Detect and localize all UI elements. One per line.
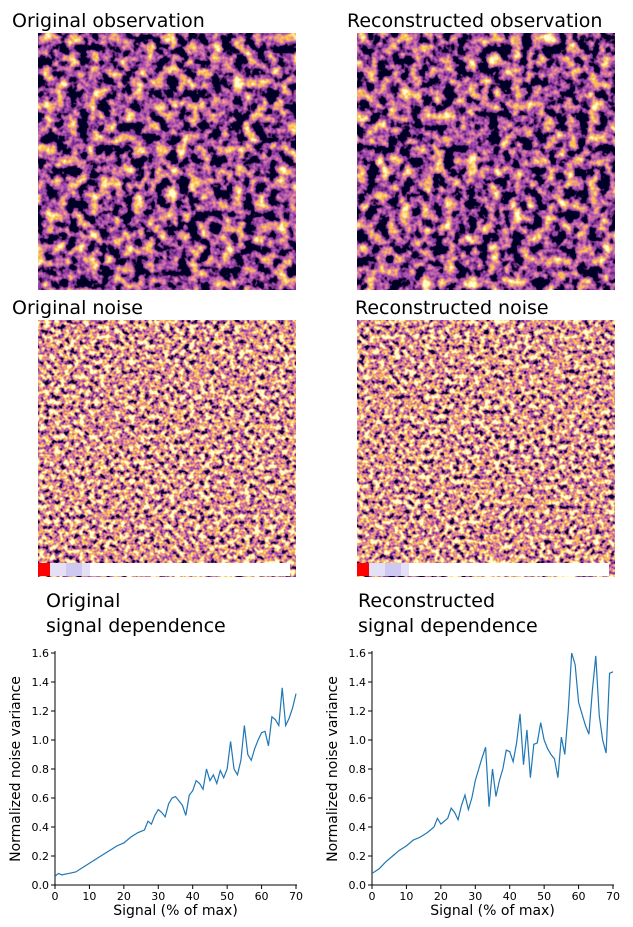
chart-title: signal dependence <box>358 615 538 637</box>
y-tick-label: 1.2 <box>32 705 50 718</box>
data-line <box>55 687 297 877</box>
y-tick-label: 0.2 <box>349 850 367 863</box>
observation-image <box>357 33 615 290</box>
y-tick-label: 0.4 <box>349 821 367 834</box>
y-tick-label: 0.8 <box>32 763 50 776</box>
x-tick-label: 20 <box>434 890 448 903</box>
chart-title: Reconstructed <box>358 590 495 612</box>
x-tick-label: 30 <box>468 890 482 903</box>
x-axis-label: Signal (% of max) <box>430 903 555 919</box>
x-tick-label: 70 <box>289 890 303 903</box>
image-title: Reconstructed noise <box>355 297 549 319</box>
x-tick-label: 50 <box>220 890 234 903</box>
x-tick-label: 60 <box>255 890 269 903</box>
x-tick-label: 0 <box>52 890 59 903</box>
x-tick-label: 60 <box>572 890 586 903</box>
x-tick-label: 70 <box>606 890 620 903</box>
x-tick-label: 50 <box>537 890 551 903</box>
image-title: Original observation <box>12 10 205 32</box>
chart-title: signal dependence <box>46 615 226 637</box>
y-tick-label: 1.6 <box>349 647 367 660</box>
y-axis-label: Normalized noise variance <box>325 676 341 862</box>
y-tick-label: 1.0 <box>349 734 367 747</box>
x-tick-label: 10 <box>82 890 96 903</box>
y-tick-label: 1.6 <box>32 647 50 660</box>
y-tick-label: 0.4 <box>32 821 50 834</box>
y-tick-label: 0.0 <box>32 879 50 892</box>
y-axis-label: Normalized noise variance <box>8 676 24 862</box>
x-tick-label: 20 <box>117 890 131 903</box>
y-tick-label: 1.4 <box>349 676 367 689</box>
data-line <box>372 652 614 874</box>
y-tick-label: 1.4 <box>32 676 50 689</box>
image-title: Reconstructed observation <box>347 10 602 32</box>
chart-title: Original <box>46 590 120 612</box>
x-tick-label: 0 <box>369 890 376 903</box>
x-tick-label: 40 <box>503 890 517 903</box>
y-tick-label: 0.6 <box>32 792 50 805</box>
observation-image <box>38 33 296 290</box>
x-tick-label: 10 <box>399 890 413 903</box>
y-tick-label: 0.6 <box>349 792 367 805</box>
mask-bar <box>38 563 609 576</box>
noise-image <box>357 320 615 577</box>
y-tick-label: 0.8 <box>349 763 367 776</box>
noise-image <box>38 320 296 577</box>
x-tick-label: 30 <box>151 890 165 903</box>
y-tick-label: 1.0 <box>32 734 50 747</box>
x-tick-label: 40 <box>186 890 200 903</box>
y-tick-label: 1.2 <box>349 705 367 718</box>
image-title: Original noise <box>12 297 143 319</box>
x-axis-label: Signal (% of max) <box>113 903 238 919</box>
y-tick-label: 0.0 <box>349 879 367 892</box>
y-tick-label: 0.2 <box>32 850 50 863</box>
